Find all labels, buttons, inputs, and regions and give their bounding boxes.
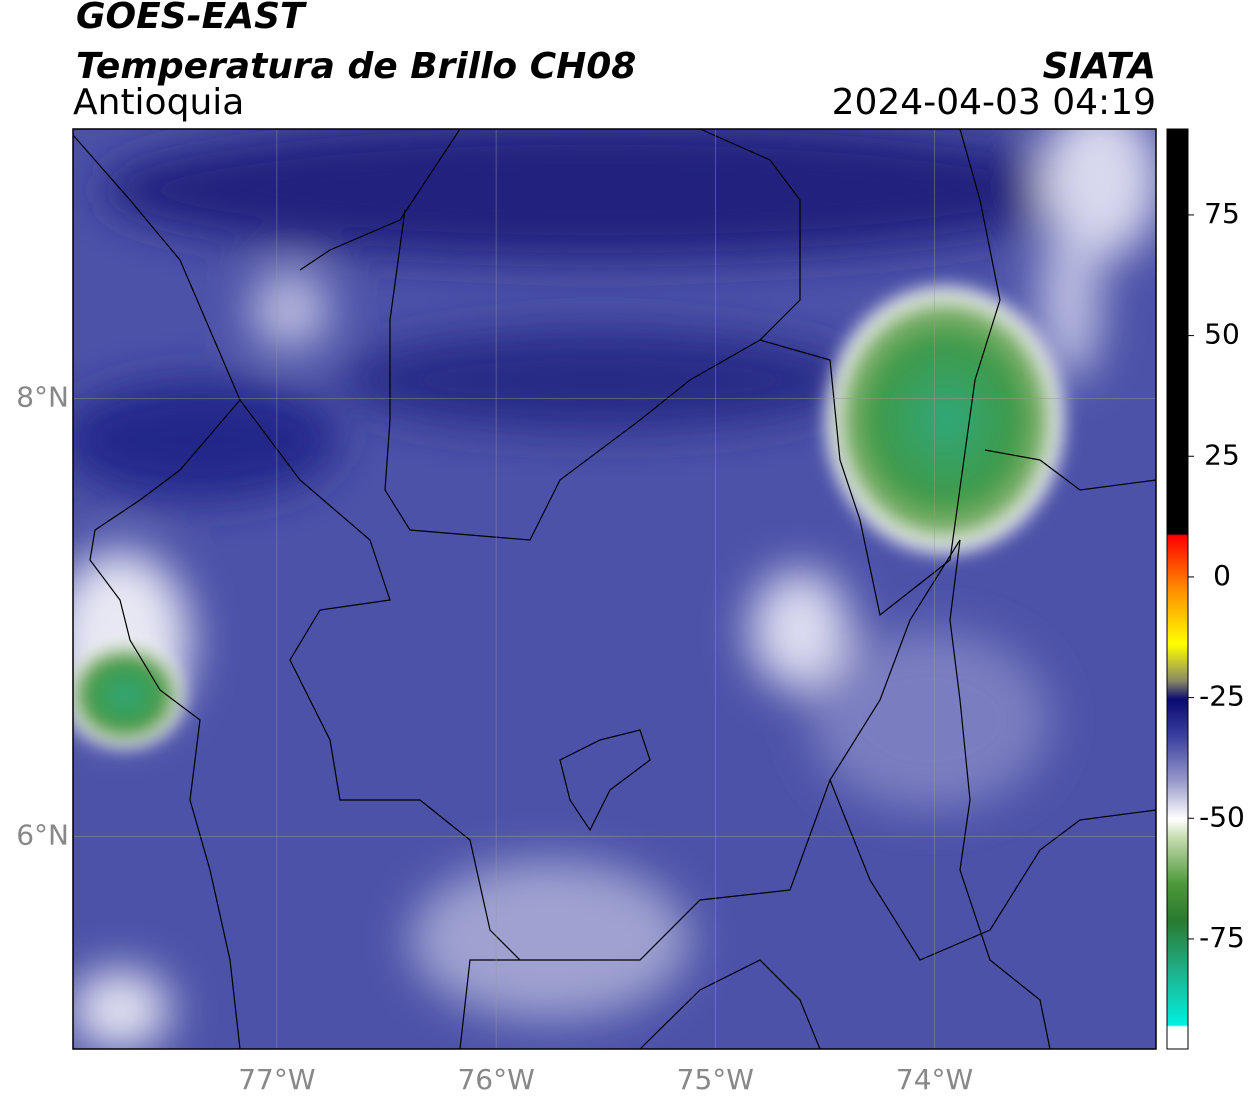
y-tick-label: 6°N	[16, 819, 69, 852]
colorbar-tick-label: -50	[1199, 800, 1245, 833]
colorbar-tick-label: -75	[1199, 921, 1245, 954]
colorbar-tick-label: 75	[1204, 197, 1240, 230]
colorbar-tick-label: 50	[1204, 318, 1240, 351]
subtitle: Temperatura de Brillo CH08	[76, 46, 636, 87]
x-tick-label: 75°W	[677, 1063, 754, 1096]
x-tick-label: 76°W	[457, 1063, 534, 1096]
colorbar-tick-label: -25	[1199, 680, 1245, 713]
x-tick-label: 74°W	[896, 1063, 973, 1096]
satellite-image	[73, 129, 1156, 1049]
title: GOES-EAST	[76, 0, 307, 37]
colorbar	[1166, 128, 1189, 1050]
colorbar-tick-label: 0	[1213, 559, 1231, 592]
y-tick-label: 8°N	[16, 380, 69, 413]
map-frame	[72, 128, 1157, 1050]
colorbar-tick-label: 25	[1204, 438, 1240, 471]
gridlines	[73, 129, 1156, 1049]
datetime: 2024-04-03 04:19	[832, 82, 1156, 123]
x-tick-label: 77°W	[238, 1063, 315, 1096]
boundaries	[73, 129, 1156, 1049]
region: Antioquia	[73, 82, 244, 123]
source: SIATA	[1043, 46, 1156, 87]
